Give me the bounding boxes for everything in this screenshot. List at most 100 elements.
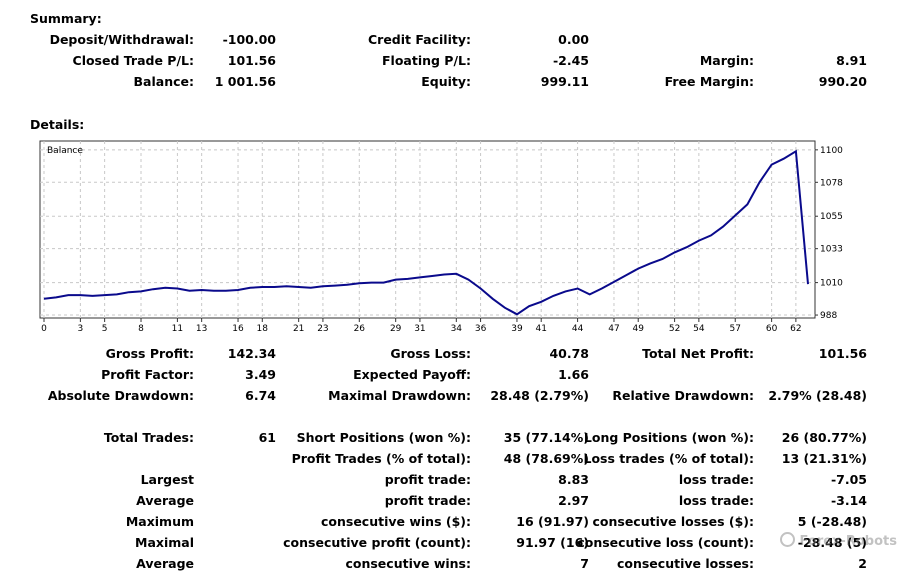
maximal-label: Maximal	[135, 535, 194, 550]
total-net-profit-value: 101.56	[818, 346, 867, 361]
x-tick-label: 44	[572, 324, 584, 334]
gross-loss-value: 40.78	[549, 346, 589, 361]
total-net-profit-label: Total Net Profit:	[642, 346, 754, 361]
average-profit-value: 2.97	[558, 493, 589, 508]
watermark: Forex-Robots	[780, 532, 897, 549]
details-row-maximal: Maximal consecutive profit (count): 91.9…	[0, 535, 902, 553]
absolute-drawdown-label: Absolute Drawdown:	[47, 388, 194, 403]
x-tick-label: 47	[608, 324, 619, 334]
x-tick-label: 49	[632, 324, 644, 334]
gross-loss-label: Gross Loss:	[390, 346, 471, 361]
x-tick-label: 21	[293, 324, 304, 334]
largest-profit-label: profit trade:	[384, 472, 471, 487]
x-tick-label: 11	[172, 324, 183, 334]
equity-value: 999.11	[540, 74, 589, 89]
equity-label: Equity:	[421, 74, 471, 89]
total-trades-label: Total Trades:	[103, 430, 194, 445]
balance-label: Balance:	[133, 74, 194, 89]
summary-row-3: Balance: 1 001.56 Equity: 999.11 Free Ma…	[0, 74, 902, 92]
gross-profit-value: 142.34	[227, 346, 276, 361]
margin-value: 8.91	[836, 53, 867, 68]
maximum-wins-value: 16 (91.97)	[516, 514, 589, 529]
long-positions-value: 26 (80.77%)	[781, 430, 867, 445]
average-consec-wins-value: 7	[580, 556, 589, 571]
credit-facility-label: Credit Facility:	[367, 32, 471, 47]
average-consec-label: Average	[136, 556, 194, 571]
profit-trades-value: 48 (78.69%)	[503, 451, 589, 466]
x-tick-label: 34	[451, 324, 463, 334]
details-row-average: Average profit trade: 2.97 loss trade: -…	[0, 493, 902, 511]
x-tick-label: 57	[730, 324, 741, 334]
short-positions-label: Short Positions (won %):	[296, 430, 471, 445]
maximal-loss-value: -28.48 (5)	[797, 535, 867, 550]
total-trades-value: 61	[258, 430, 276, 445]
short-positions-value: 35 (77.14%)	[503, 430, 589, 445]
maximal-loss-label: consecutive loss (count):	[577, 535, 754, 550]
chart-title: Balance	[47, 146, 83, 156]
x-tick-label: 31	[414, 324, 425, 334]
loss-trades-label: Loss trades (% of total):	[583, 451, 754, 466]
x-tick-label: 29	[390, 324, 402, 334]
y-tick-label: 1100	[820, 146, 843, 156]
maximal-profit-label: consecutive profit (count):	[283, 535, 471, 550]
closed-trade-pl-label: Closed Trade P/L:	[72, 53, 194, 68]
maximum-losses-label: consecutive losses ($):	[592, 514, 754, 529]
details-row-1: Gross Profit: 142.34 Gross Loss: 40.78 T…	[0, 346, 902, 364]
credit-facility-value: 0.00	[558, 32, 589, 47]
y-tick-label: 1033	[820, 245, 843, 255]
x-tick-label: 3	[78, 324, 84, 334]
maximal-drawdown-value: 28.48 (2.79%)	[490, 388, 589, 403]
gross-profit-label: Gross Profit:	[105, 346, 194, 361]
average-consec-wins-label: consecutive wins:	[345, 556, 471, 571]
summary-row-2: Closed Trade P/L: 101.56 Floating P/L: -…	[0, 53, 902, 71]
x-tick-label: 16	[232, 324, 244, 334]
maximum-losses-value: 5 (-28.48)	[797, 514, 867, 529]
balance-value: 1 001.56	[214, 74, 276, 89]
maximum-label: Maximum	[125, 514, 194, 529]
closed-trade-pl-value: 101.56	[227, 53, 276, 68]
floating-pl-value: -2.45	[552, 53, 589, 68]
y-tick-label: 1055	[820, 212, 843, 222]
y-tick-label: 1010	[820, 279, 843, 289]
watermark-text: Forex-Robots	[799, 534, 897, 549]
maximal-profit-value: 91.97 (16)	[516, 535, 589, 550]
details-row-5: Profit Trades (% of total): 48 (78.69%) …	[0, 451, 902, 469]
deposit-withdrawal-label: Deposit/Withdrawal:	[49, 32, 194, 47]
x-tick-label: 26	[354, 324, 366, 334]
average-consec-losses-value: 2	[858, 556, 867, 571]
x-tick-label: 60	[766, 324, 778, 334]
average-loss-label: loss trade:	[678, 493, 754, 508]
largest-profit-value: 8.83	[558, 472, 589, 487]
profit-factor-value: 3.49	[245, 367, 276, 382]
details-row-maximum: Maximum consecutive wins ($): 16 (91.97)…	[0, 514, 902, 532]
x-tick-label: 8	[138, 324, 144, 334]
largest-loss-value: -7.05	[830, 472, 867, 487]
summary-heading: Summary:	[30, 11, 102, 26]
free-margin-value: 990.20	[818, 74, 867, 89]
largest-loss-label: loss trade:	[678, 472, 754, 487]
loss-trades-value: 13 (21.31%)	[781, 451, 867, 466]
x-tick-label: 41	[535, 324, 546, 334]
details-heading: Details:	[30, 117, 85, 132]
absolute-drawdown-value: 6.74	[245, 388, 276, 403]
details-row-average-consecutive: Average consecutive wins: 7 consecutive …	[0, 556, 902, 574]
deposit-withdrawal-value: -100.00	[222, 32, 276, 47]
x-tick-label: 54	[693, 324, 705, 334]
x-tick-label: 0	[41, 324, 47, 334]
floating-pl-label: Floating P/L:	[382, 53, 471, 68]
watermark-logo-icon	[780, 532, 795, 547]
free-margin-label: Free Margin:	[664, 74, 754, 89]
average-consec-losses-label: consecutive losses:	[616, 556, 754, 571]
y-tick-label: 1078	[820, 178, 843, 188]
details-row-largest: Largest profit trade: 8.83 loss trade: -…	[0, 472, 902, 490]
maximum-wins-label: consecutive wins ($):	[320, 514, 471, 529]
x-tick-label: 23	[317, 324, 328, 334]
balance-chart: Balance 0 3 5 8 11 13 16 18 21 23 26 29 31 34 36 39 41 44…	[39, 140, 843, 334]
x-tick-label: 18	[257, 324, 269, 334]
expected-payoff-value: 1.66	[558, 367, 589, 382]
margin-label: Margin:	[699, 53, 754, 68]
largest-label: Largest	[140, 472, 194, 487]
average-loss-value: -3.14	[830, 493, 867, 508]
x-tick-label: 62	[790, 324, 801, 334]
expected-payoff-label: Expected Payoff:	[353, 367, 471, 382]
